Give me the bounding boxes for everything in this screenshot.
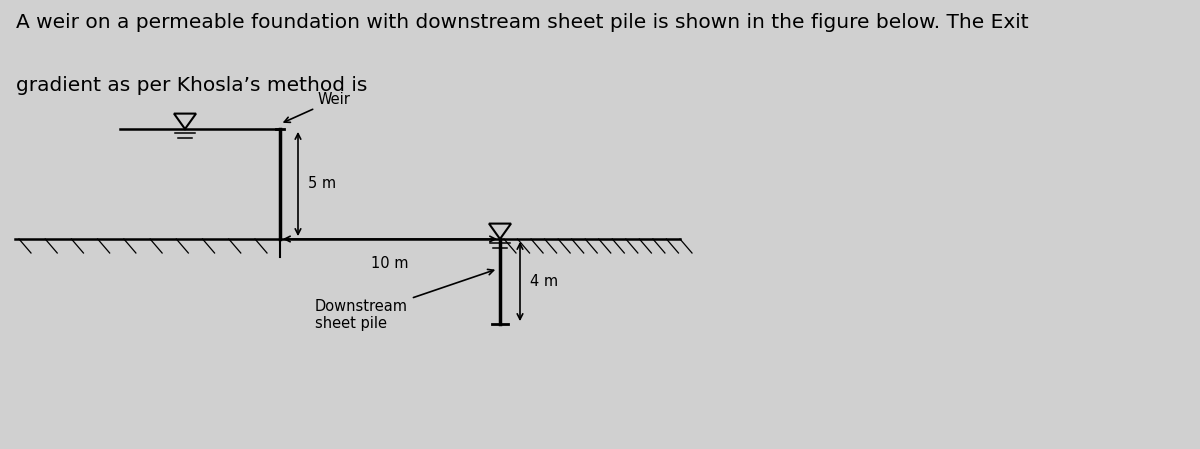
Text: gradient as per Khosla’s method is: gradient as per Khosla’s method is (16, 76, 367, 95)
Text: Downstream
sheet pile: Downstream sheet pile (314, 269, 493, 331)
Text: Weir: Weir (284, 92, 350, 122)
Text: 4 m: 4 m (530, 274, 558, 289)
Text: 5 m: 5 m (308, 176, 336, 192)
Text: A weir on a permeable foundation with downstream sheet pile is shown in the figu: A weir on a permeable foundation with do… (16, 13, 1028, 32)
Text: 10 m: 10 m (371, 256, 409, 271)
